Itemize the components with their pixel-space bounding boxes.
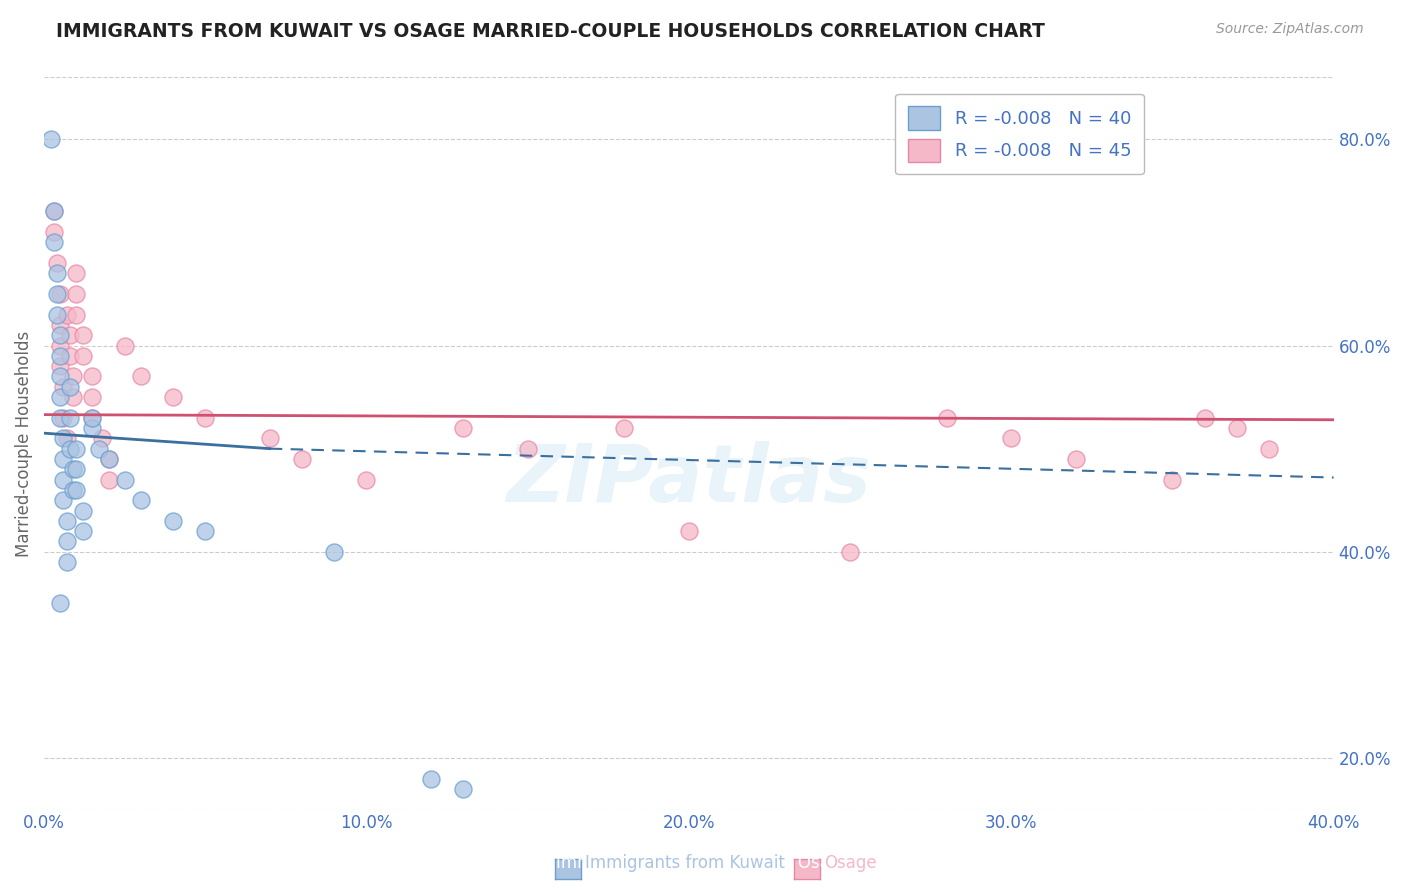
Point — [291, 452, 314, 467]
Point — [55, 534, 77, 549]
Point — [1000, 431, 1022, 445]
Point — [1161, 473, 1184, 487]
Point — [55, 555, 77, 569]
Point — [97, 452, 120, 467]
Point — [516, 442, 538, 456]
Point — [114, 338, 136, 352]
Text: Source: ZipAtlas.com: Source: ZipAtlas.com — [1216, 22, 1364, 37]
Point — [678, 524, 700, 538]
Point — [65, 308, 87, 322]
Point — [52, 410, 75, 425]
Point — [451, 781, 474, 796]
Point — [162, 514, 184, 528]
Point — [46, 287, 69, 301]
Point — [65, 287, 87, 301]
Point — [420, 772, 443, 786]
Point — [49, 349, 72, 363]
Point — [87, 442, 110, 456]
Text: Immigrants from Kuwait: Immigrants from Kuwait — [585, 855, 785, 872]
Legend: R = -0.008   N = 40, R = -0.008   N = 45: R = -0.008 N = 40, R = -0.008 N = 45 — [896, 94, 1144, 175]
Point — [49, 338, 72, 352]
Point — [82, 410, 104, 425]
Point — [59, 442, 82, 456]
Point — [91, 431, 114, 445]
Text: Immigrants from Kuwait        Osage: Immigrants from Kuwait Osage — [555, 855, 851, 872]
Point — [839, 545, 862, 559]
Point — [82, 369, 104, 384]
Point — [52, 431, 75, 445]
Point — [82, 390, 104, 404]
Point — [259, 431, 281, 445]
Point — [59, 380, 82, 394]
Point — [59, 349, 82, 363]
Point — [52, 452, 75, 467]
Point — [82, 410, 104, 425]
Point — [65, 266, 87, 280]
Point — [1226, 421, 1249, 435]
Point — [55, 431, 77, 445]
Point — [1194, 410, 1216, 425]
Point — [97, 452, 120, 467]
Point — [59, 328, 82, 343]
Point — [1258, 442, 1281, 456]
Point — [62, 369, 84, 384]
Point — [52, 493, 75, 508]
Point — [46, 308, 69, 322]
Point — [65, 442, 87, 456]
Point — [49, 596, 72, 610]
Point — [42, 225, 65, 239]
Point — [72, 503, 94, 517]
Point — [65, 483, 87, 497]
Point — [62, 462, 84, 476]
Point — [42, 204, 65, 219]
Point — [72, 524, 94, 538]
Point — [46, 256, 69, 270]
Point — [52, 380, 75, 394]
Point — [55, 514, 77, 528]
Point — [935, 410, 957, 425]
Point — [62, 390, 84, 404]
Point — [49, 318, 72, 332]
Point — [49, 390, 72, 404]
Point — [82, 421, 104, 435]
Point — [42, 235, 65, 250]
Point — [129, 493, 152, 508]
Point — [129, 369, 152, 384]
Point — [194, 524, 217, 538]
Text: IMMIGRANTS FROM KUWAIT VS OSAGE MARRIED-COUPLE HOUSEHOLDS CORRELATION CHART: IMMIGRANTS FROM KUWAIT VS OSAGE MARRIED-… — [56, 22, 1045, 41]
Point — [55, 308, 77, 322]
Point — [52, 473, 75, 487]
Point — [451, 421, 474, 435]
Point — [114, 473, 136, 487]
Point — [65, 462, 87, 476]
Text: Osage: Osage — [824, 855, 876, 872]
Point — [1064, 452, 1087, 467]
Point — [613, 421, 636, 435]
Point — [46, 266, 69, 280]
Text: ZIPatlas: ZIPatlas — [506, 442, 872, 519]
Point — [323, 545, 346, 559]
Point — [49, 359, 72, 373]
Point — [49, 287, 72, 301]
Point — [194, 410, 217, 425]
Point — [97, 473, 120, 487]
Point — [39, 132, 62, 146]
Point — [356, 473, 378, 487]
Point — [42, 204, 65, 219]
Point — [49, 328, 72, 343]
Point — [72, 328, 94, 343]
Point — [162, 390, 184, 404]
Point — [49, 369, 72, 384]
Point — [62, 483, 84, 497]
Y-axis label: Married-couple Households: Married-couple Households — [15, 330, 32, 557]
Point — [59, 410, 82, 425]
Point — [72, 349, 94, 363]
Point — [49, 410, 72, 425]
